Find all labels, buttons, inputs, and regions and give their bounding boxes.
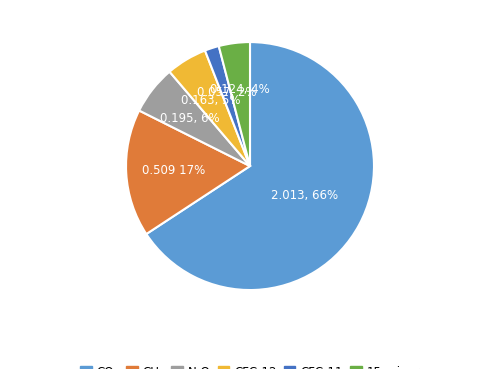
Wedge shape <box>170 51 250 166</box>
Text: 2.013, 66%: 2.013, 66% <box>271 189 338 202</box>
Wedge shape <box>139 72 250 166</box>
Text: 0.509 17%: 0.509 17% <box>142 164 205 177</box>
Wedge shape <box>126 111 250 234</box>
Text: 0.195, 6%: 0.195, 6% <box>160 112 220 125</box>
Text: 0.057, 2%: 0.057, 2% <box>196 86 256 99</box>
Wedge shape <box>146 42 374 290</box>
Wedge shape <box>205 46 250 166</box>
Wedge shape <box>219 42 250 166</box>
Text: 0.124, 4%: 0.124, 4% <box>210 83 270 96</box>
Text: 0.163, 5%: 0.163, 5% <box>181 94 240 107</box>
Legend: CO₂, CH₄, N₂O, CFC-12, CFC-11, 15-minor: CO₂, CH₄, N₂O, CFC-12, CFC-11, 15-minor <box>75 361 425 369</box>
